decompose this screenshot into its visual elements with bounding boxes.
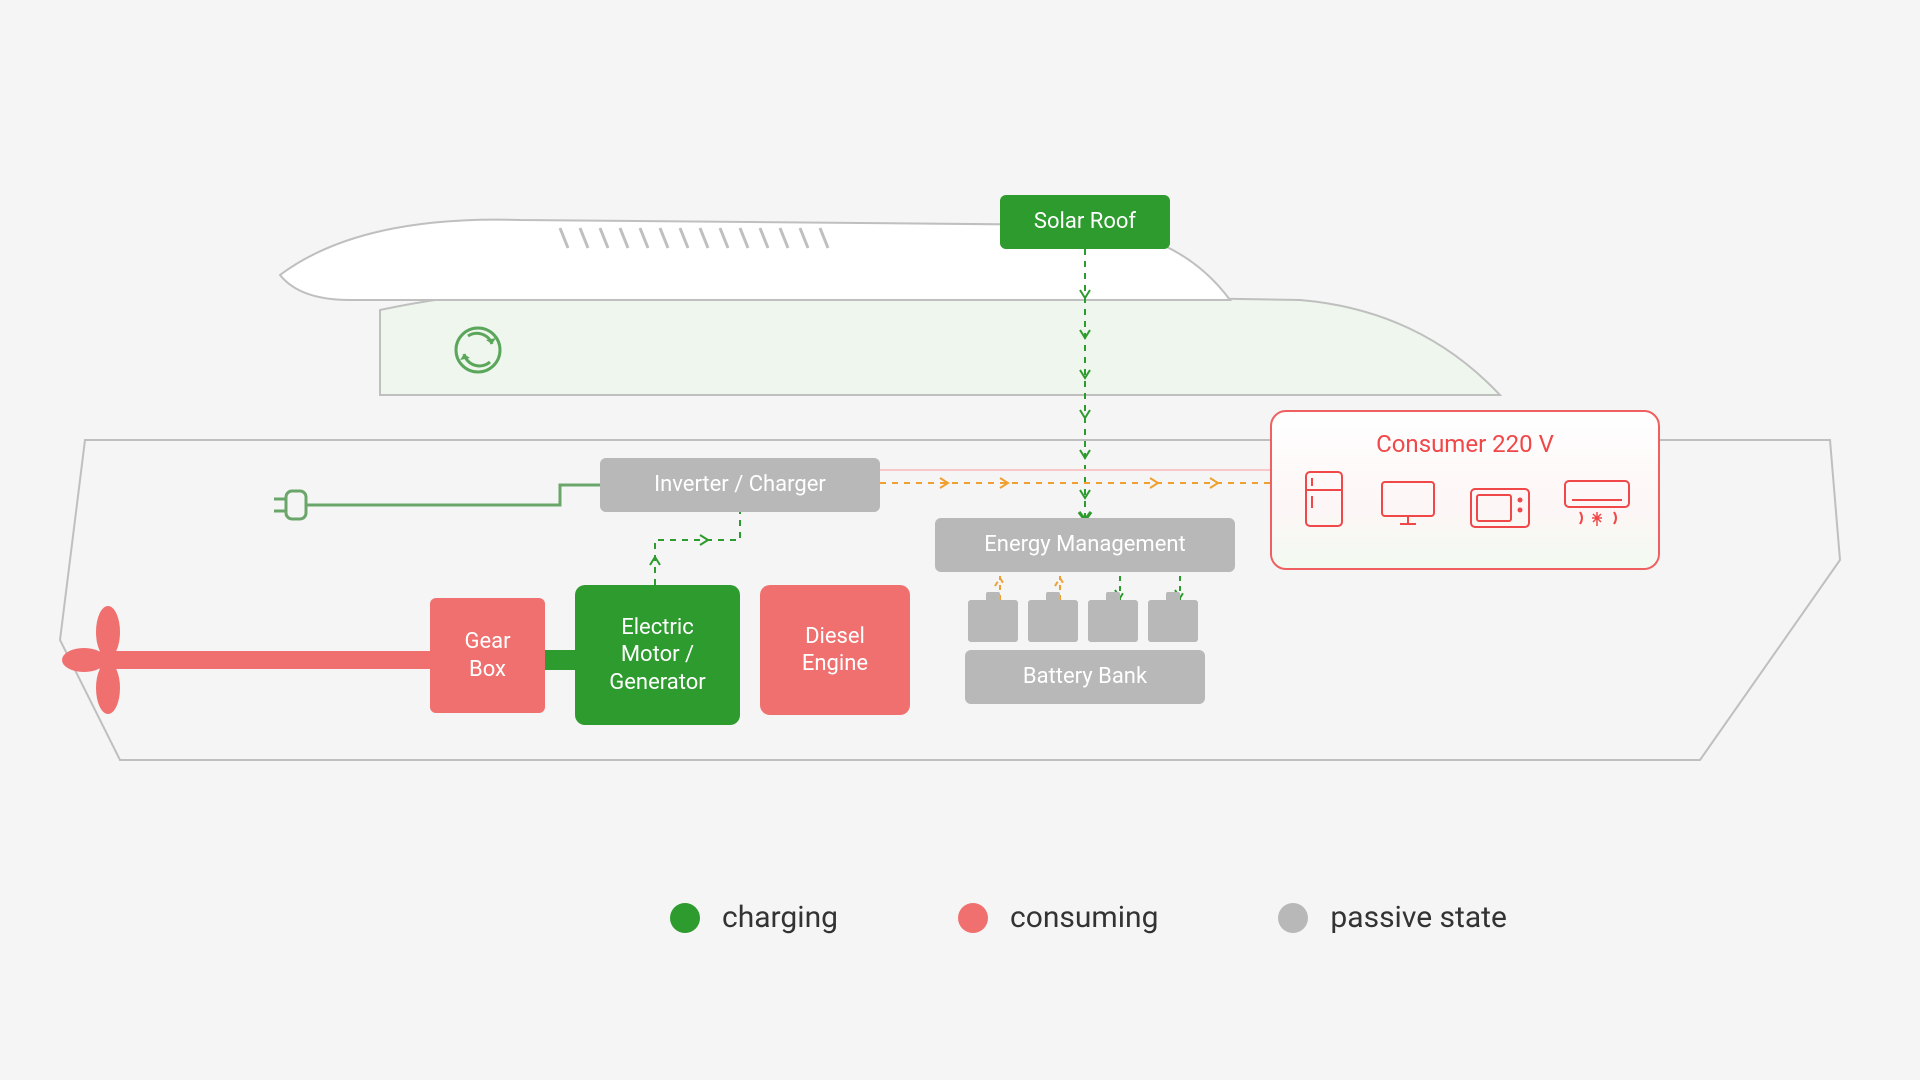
- shore-plug-icon: [274, 491, 306, 519]
- node-label: Gear Box: [464, 628, 510, 683]
- node-solar-roof: Solar Roof: [1000, 195, 1170, 249]
- legend-item-consuming: consuming: [958, 900, 1158, 935]
- battery-cell: [1088, 600, 1138, 642]
- battery-cell: [968, 600, 1018, 642]
- ac-icon: [1562, 478, 1630, 530]
- node-battery-bank: Battery Bank: [965, 650, 1205, 704]
- node-electric-motor: Electric Motor / Generator: [575, 585, 740, 725]
- propeller-icon: [62, 606, 120, 714]
- node-label: Electric Motor / Generator: [609, 614, 705, 697]
- coupling: [545, 650, 575, 670]
- diagram-canvas: Solar Roof Inverter / Charger Energy Man…: [0, 0, 1920, 1080]
- flow-motor-inverter: [655, 512, 740, 585]
- node-label: Energy Management: [984, 531, 1185, 559]
- node-energy-management: Energy Management: [935, 518, 1235, 572]
- legend-dot: [670, 903, 700, 933]
- monitor-icon: [1378, 478, 1436, 530]
- shore-cable: [306, 485, 600, 505]
- battery-cells: [968, 600, 1198, 642]
- node-inverter: Inverter / Charger: [600, 458, 880, 512]
- consumer-title: Consumer 220 V: [1300, 430, 1630, 458]
- flow-em-battery: [995, 576, 1185, 600]
- node-gear-box: Gear Box: [430, 598, 545, 713]
- battery-cell: [1028, 600, 1078, 642]
- legend-item-charging: charging: [670, 900, 838, 935]
- legend-label: charging: [722, 900, 838, 935]
- microwave-icon: [1468, 486, 1530, 530]
- fridge-icon: [1300, 470, 1346, 530]
- cabin-upper: [380, 288, 1500, 396]
- battery-cell: [1148, 600, 1198, 642]
- consumer-icons: [1300, 470, 1630, 530]
- legend-dot: [1278, 903, 1308, 933]
- node-label: Diesel Engine: [802, 623, 868, 678]
- legend: charging consuming passive state: [670, 900, 1507, 935]
- node-label: Battery Bank: [1023, 663, 1147, 691]
- consumer-box: Consumer 220 V: [1270, 410, 1660, 570]
- node-diesel-engine: Diesel Engine: [760, 585, 910, 715]
- legend-label: passive state: [1330, 900, 1506, 935]
- node-label: Inverter / Charger: [654, 471, 826, 499]
- legend-item-passive: passive state: [1278, 900, 1506, 935]
- node-label: Solar Roof: [1034, 208, 1136, 236]
- legend-label: consuming: [1010, 900, 1158, 935]
- legend-dot: [958, 903, 988, 933]
